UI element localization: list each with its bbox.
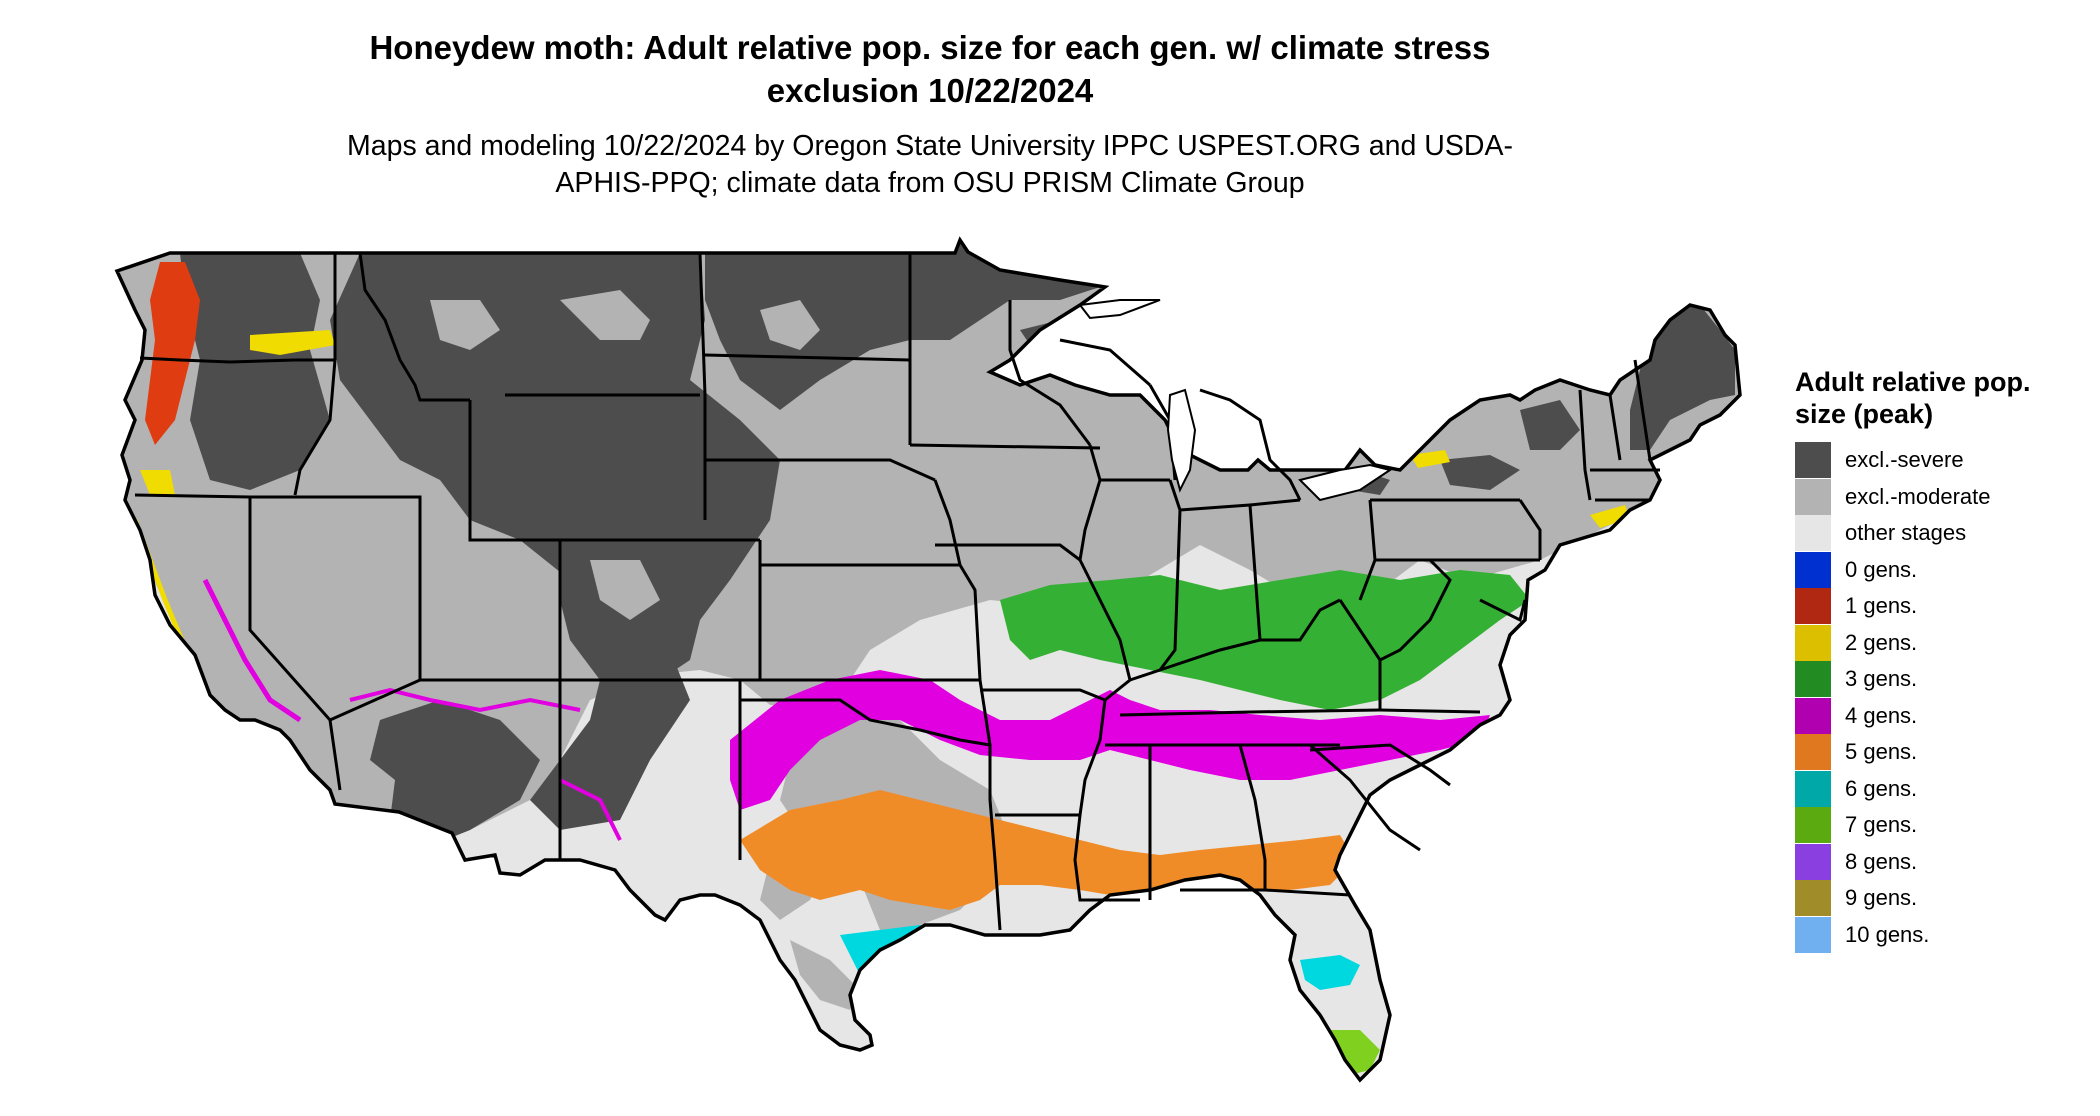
legend-item: 3 gens.	[1795, 661, 2075, 698]
legend-item: 0 gens.	[1795, 551, 2075, 589]
legend-label: 10 gens.	[1845, 921, 1930, 947]
legend-item: 2 gens.	[1795, 624, 2075, 662]
legend-item: 4 gens.	[1795, 697, 2075, 735]
legend-label: 6 gens.	[1845, 775, 1918, 801]
legend-swatch	[1795, 916, 1831, 953]
legend-label: 9 gens.	[1845, 885, 1918, 911]
legend-label: 2 gens.	[1845, 629, 1918, 655]
legend-swatch	[1795, 734, 1831, 771]
legend-swatch	[1795, 843, 1831, 880]
legend-item: other stages	[1795, 515, 2075, 552]
legend-swatch	[1795, 661, 1831, 698]
legend-item: 8 gens.	[1795, 843, 2075, 881]
legend-label: 5 gens.	[1845, 739, 1918, 765]
legend-swatch	[1795, 478, 1831, 515]
map-subtitle: Maps and modeling 10/22/2024 by Oregon S…	[347, 130, 1513, 199]
legend-label: excl.-severe	[1845, 447, 1964, 473]
legend-label: 8 gens.	[1845, 848, 1918, 874]
legend-item: 1 gens.	[1795, 588, 2075, 625]
legend-swatch	[1795, 697, 1831, 734]
legend-label: excl.-moderate	[1845, 483, 1991, 509]
legend-swatch	[1795, 770, 1831, 807]
legend-item: excl.-moderate	[1795, 478, 2075, 516]
legend-item: 10 gens.	[1795, 916, 2075, 954]
legend-label: 3 gens.	[1845, 666, 1918, 692]
legend-swatch	[1795, 624, 1831, 661]
legend-item: 7 gens.	[1795, 807, 2075, 844]
legend-swatch	[1795, 515, 1831, 552]
legend-label: 7 gens.	[1845, 812, 1918, 838]
legend-swatch	[1795, 880, 1831, 917]
legend-item: 5 gens.	[1795, 734, 2075, 771]
legend-label: 1 gens.	[1845, 593, 1918, 619]
legend-item: excl.-severe	[1795, 442, 2075, 479]
legend-label: 0 gens.	[1845, 556, 1918, 582]
legend-swatch	[1795, 807, 1831, 844]
legend-items: excl.-severe excl.-moderate other stages 0 …	[1795, 442, 2075, 953]
legend-swatch	[1795, 551, 1831, 588]
legend-item: 6 gens.	[1795, 770, 2075, 808]
legend-label: 4 gens.	[1845, 702, 1918, 728]
legend-label: other stages	[1845, 520, 1967, 546]
legend-swatch	[1795, 442, 1831, 479]
legend-item: 9 gens.	[1795, 880, 2075, 917]
legend-swatch	[1795, 588, 1831, 625]
legend: Adult relative pop. size (peak) excl.-se…	[1795, 366, 2075, 953]
legend-title: Adult relative pop. size (peak)	[1795, 367, 2031, 429]
map-title: Honeydew moth: Adult relative pop. size …	[369, 29, 1491, 109]
